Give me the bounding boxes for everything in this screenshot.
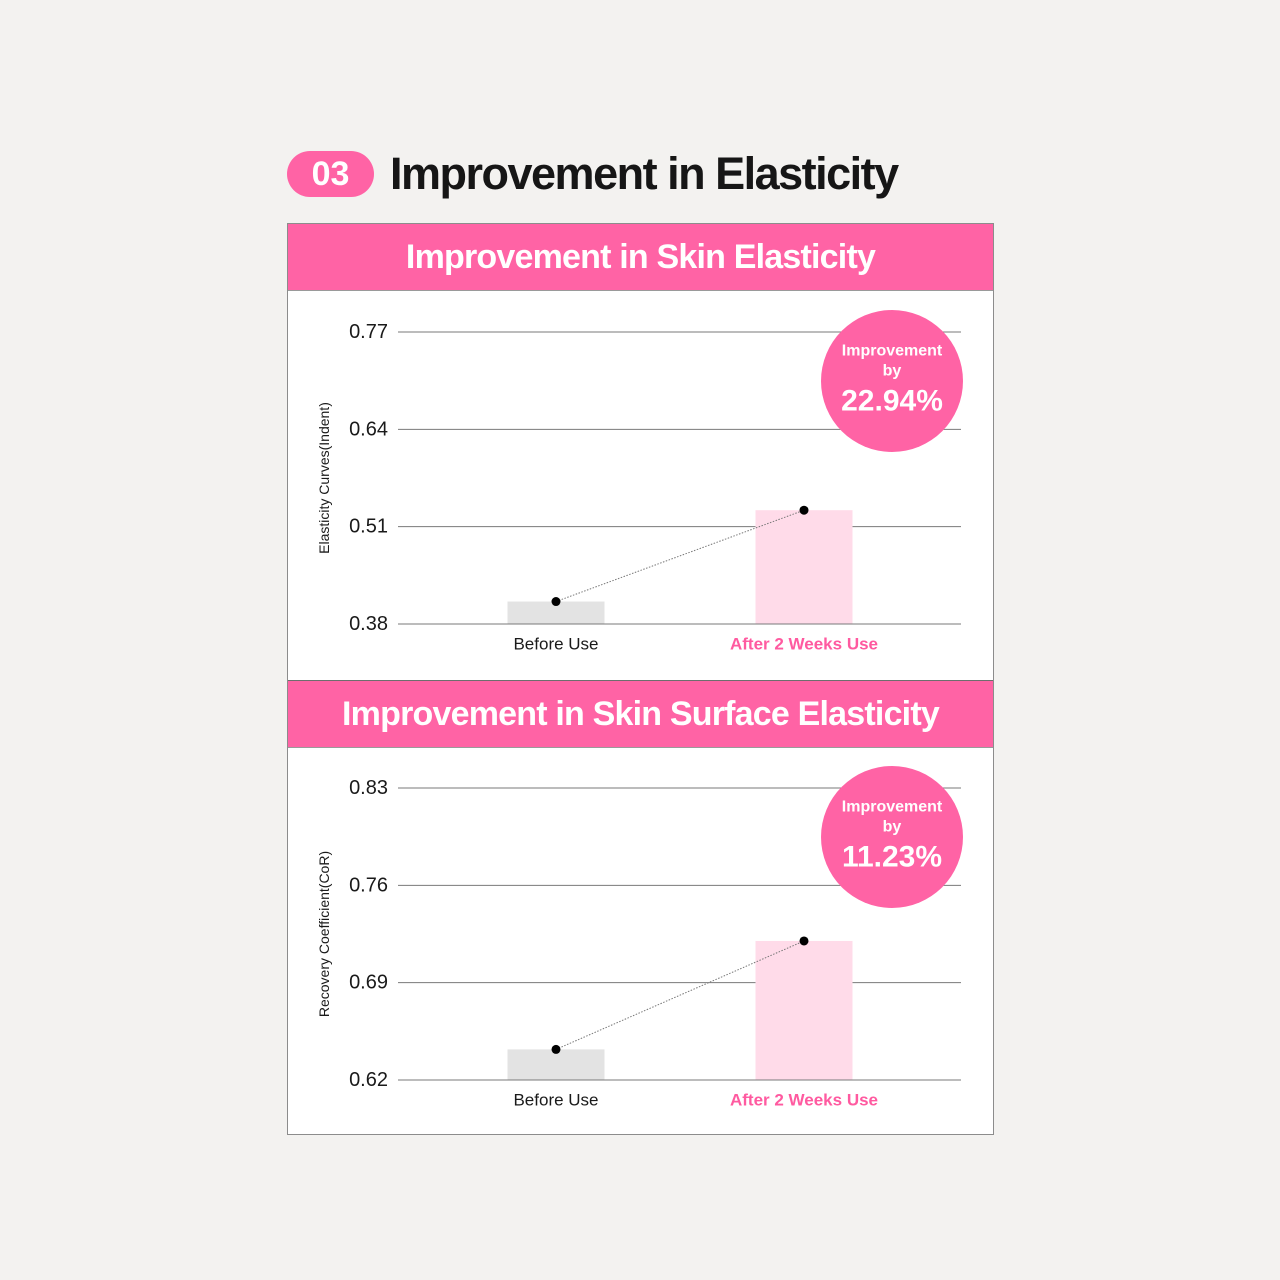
trend-line <box>555 940 805 1050</box>
y-tick-label: 0.69 <box>349 972 388 994</box>
bar-after-2-weeks <box>755 510 853 624</box>
x-category-label: After 2 Weeks Use <box>730 635 878 654</box>
callout-value: 22.94% <box>841 385 943 418</box>
y-tick-label: 0.62 <box>349 1069 388 1091</box>
y-tick-label: 0.64 <box>349 418 388 440</box>
trend-line <box>555 509 805 603</box>
callout-label: by <box>883 819 902 836</box>
chart-title-skin-elasticity: Improvement in Skin Elasticity <box>288 224 993 291</box>
y-axis-label: Elasticity Curves(Indent) <box>316 402 332 554</box>
bar-before-use <box>507 1049 605 1080</box>
y-tick-label: 0.51 <box>349 516 388 538</box>
data-point-after <box>799 936 809 946</box>
callout-value: 11.23% <box>842 841 942 874</box>
improvement-callout <box>821 766 963 908</box>
bar-before-use <box>507 601 605 624</box>
callout-label: Improvement <box>842 343 943 360</box>
section-number-badge: 03 <box>287 151 374 197</box>
page-title: Improvement in Elasticity <box>390 148 899 199</box>
x-category-label: After 2 Weeks Use <box>730 1091 878 1110</box>
improvement-callout <box>821 310 963 452</box>
bar-after-2-weeks <box>755 940 853 1080</box>
y-axis-label: Recovery Coefficient(CoR) <box>316 851 332 1017</box>
y-tick-label: 0.76 <box>349 874 388 896</box>
section-heading: 03 Improvement in Elasticity <box>287 148 899 200</box>
callout-label: Improvement <box>842 799 943 816</box>
data-point-after <box>799 505 809 515</box>
callout-label: by <box>883 363 902 380</box>
y-tick-label: 0.38 <box>349 613 388 635</box>
y-tick-label: 0.77 <box>349 321 388 343</box>
y-tick-label: 0.83 <box>349 777 388 799</box>
data-point-before <box>551 597 561 607</box>
skin-elasticity-chart: 0.77 0.64 0.51 0.38 Elasticity Curves(Indent… <box>316 310 963 654</box>
x-category-label: Before Use <box>513 1091 598 1110</box>
data-point-before <box>551 1044 561 1054</box>
skin-surface-elasticity-chart: 0.83 0.76 0.69 0.62 Recovery Coefficient(CoR… <box>316 766 963 1110</box>
chart-card: Improvement in Skin Elasticity 0.77 0.64 0… <box>287 223 994 1135</box>
chart-title-skin-surface-elasticity: Improvement in Skin Surface Elasticity <box>288 680 993 748</box>
x-category-label: Before Use <box>513 635 598 654</box>
